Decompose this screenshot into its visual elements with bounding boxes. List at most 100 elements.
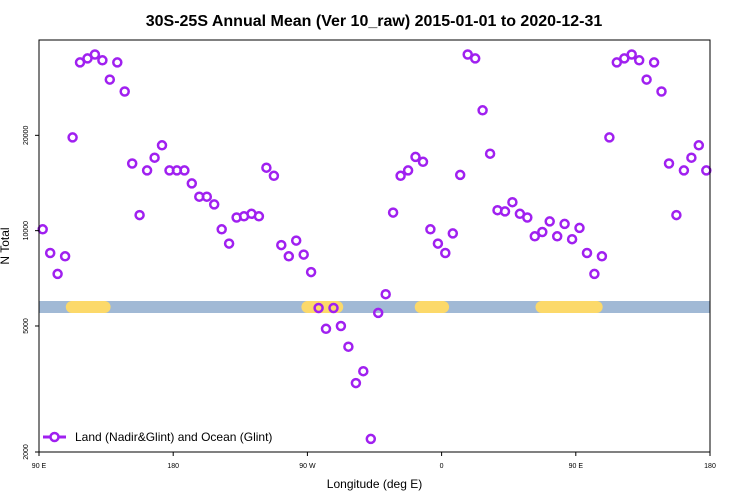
data-point: [611, 57, 623, 68]
data-point: [641, 74, 652, 85]
data-point: [633, 55, 645, 66]
data-point: [97, 55, 108, 66]
data-point: [179, 165, 190, 176]
y-axis-ticks: 2000 5000 10000 20000: [23, 125, 39, 460]
data-point: [283, 251, 295, 262]
data-point: [320, 323, 332, 335]
data-point: [328, 302, 339, 314]
data-point: [693, 140, 705, 151]
legend: Land (Nadir&Glint) and Ocean (Glint): [43, 430, 272, 444]
data-point: [268, 170, 280, 182]
data-point: [104, 74, 116, 85]
data-point: [663, 158, 675, 169]
data-point: [678, 165, 690, 176]
data-point: [223, 238, 235, 249]
data-point: [387, 207, 399, 218]
y-axis-label: N Total: [0, 227, 12, 264]
data-point: [656, 86, 667, 97]
data-point: [522, 212, 533, 223]
data-point: [671, 209, 682, 221]
data-point: [581, 247, 593, 259]
data-point: [365, 433, 377, 445]
data-point: [37, 224, 48, 235]
data-point: [537, 226, 548, 238]
data-point: [402, 165, 414, 176]
y-tick-label: 5000: [23, 318, 30, 334]
data-point: [425, 224, 436, 235]
data-point: [298, 249, 309, 260]
data-point: [59, 251, 71, 262]
data-point: [141, 165, 153, 176]
data-point: [507, 196, 518, 208]
data-point: [276, 239, 287, 251]
data-point: [52, 268, 63, 280]
data-point: [454, 169, 466, 181]
x-axis-label: Longitude (deg E): [327, 477, 422, 491]
chart-title: 30S-25S Annual Mean (Ver 10_raw) 2015-01…: [146, 13, 603, 30]
data-point: [469, 53, 481, 64]
data-point: [440, 247, 451, 259]
x-axis-ticks: 90 E 180 90 W 0 90 E 180: [32, 452, 716, 470]
data-point: [156, 140, 168, 151]
data-point: [559, 218, 570, 230]
data-point: [551, 231, 563, 242]
data-point: [261, 162, 272, 173]
data-point: [410, 151, 421, 163]
data-point: [589, 268, 600, 280]
data-point: [305, 266, 317, 278]
data-point: [484, 148, 496, 159]
data-point: [134, 209, 145, 221]
y-tick-label: 2000: [23, 444, 30, 460]
data-point: [395, 170, 406, 182]
data-point: [372, 307, 384, 319]
data-point: [67, 132, 78, 143]
data-point: [253, 211, 265, 222]
data-point: [477, 105, 488, 116]
data-point: [596, 251, 608, 262]
data-point: [149, 152, 160, 163]
y-tick-label: 20000: [23, 125, 30, 145]
data-point: [112, 57, 123, 68]
data-point: [574, 222, 585, 234]
data-point: [350, 377, 362, 389]
data-point: [208, 199, 220, 210]
x-tick-label: 0: [440, 463, 444, 470]
data-point: [335, 320, 347, 332]
data-point: [216, 224, 227, 235]
plot-frame: [38, 39, 711, 453]
legend-marker-icon: [49, 431, 60, 443]
x-tick-label: 90 E: [32, 463, 47, 470]
data-point: [358, 365, 369, 377]
y-tick-label: 10000: [23, 221, 30, 241]
data-point: [499, 206, 511, 217]
data-point: [44, 247, 56, 259]
data-point: [566, 233, 578, 245]
data-point: [544, 216, 555, 227]
data-points: [37, 49, 712, 445]
data-point: [626, 49, 637, 60]
data-point: [380, 288, 391, 300]
x-tick-label: 90 W: [299, 463, 316, 470]
x-tick-label: 180: [167, 463, 179, 470]
data-point: [74, 57, 86, 68]
data-point: [119, 86, 130, 97]
data-point: [417, 156, 429, 168]
data-point: [701, 165, 712, 176]
data-point: [89, 49, 101, 60]
x-tick-label: 180: [704, 463, 716, 470]
legend-entry: Land (Nadir&Glint) and Ocean (Glint): [75, 430, 272, 444]
data-point: [201, 191, 213, 202]
data-point: [432, 238, 444, 249]
data-point: [343, 341, 354, 352]
data-point: [126, 158, 138, 169]
data-point: [290, 235, 302, 246]
data-point: [313, 302, 324, 314]
data-point: [529, 231, 541, 242]
data-point: [447, 228, 459, 239]
data-point: [186, 178, 198, 189]
data-point: [604, 132, 615, 143]
data-point: [648, 57, 660, 68]
data-point: [686, 152, 697, 163]
x-tick-label: 90 E: [569, 463, 584, 470]
